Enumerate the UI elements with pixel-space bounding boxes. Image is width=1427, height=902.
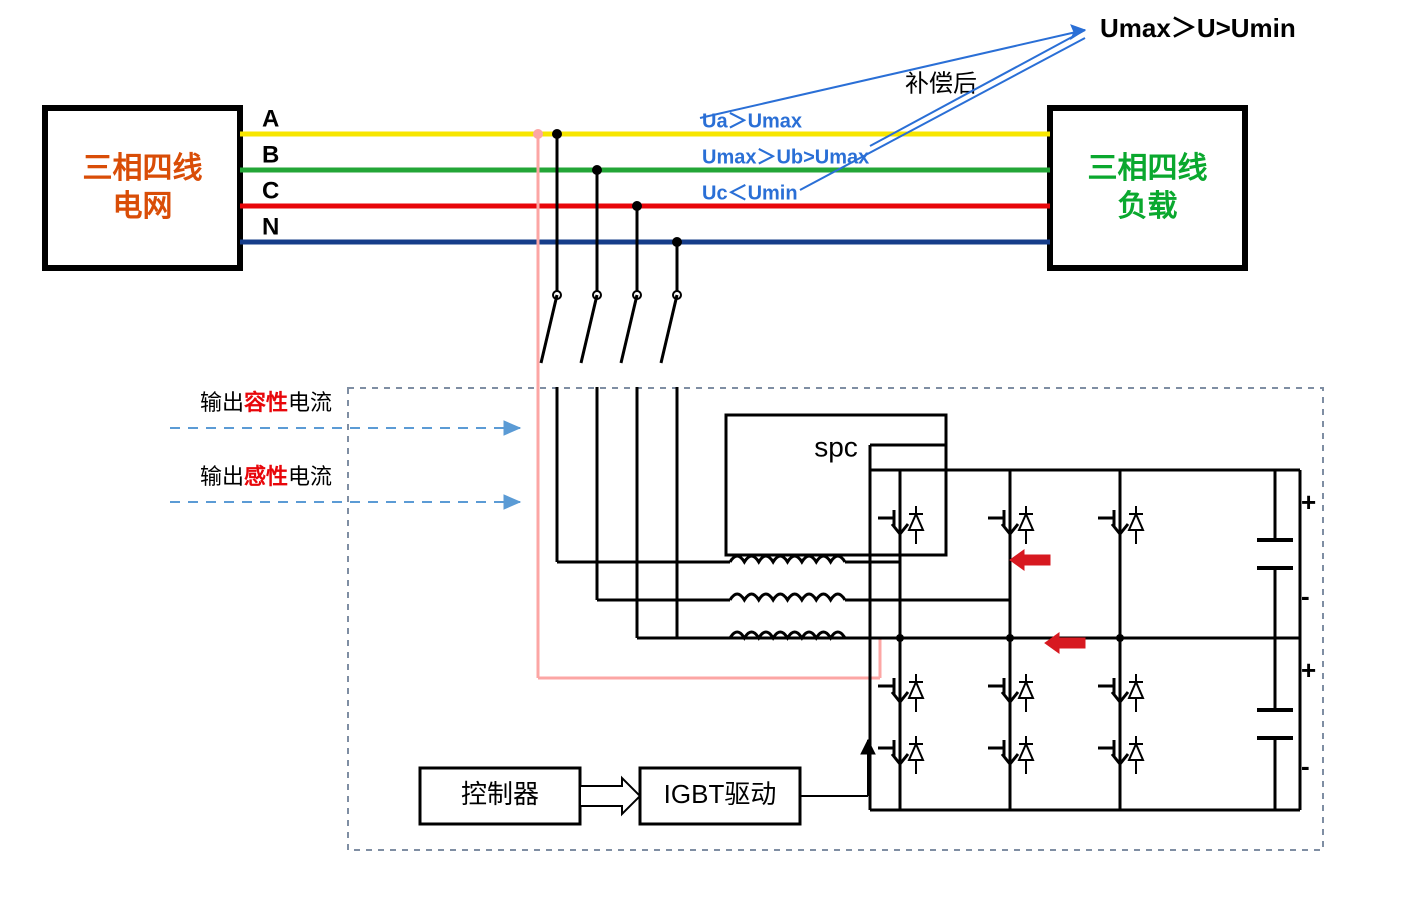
svg-text:电网: 电网 [113, 190, 173, 223]
grid-box [45, 108, 240, 268]
svg-text:三相四线: 三相四线 [1088, 152, 1208, 185]
svg-text:A: A [262, 105, 279, 132]
formula-label: Umax＞U>Umin [1100, 13, 1296, 43]
svg-text:负载: 负载 [1118, 190, 1178, 223]
svg-text:+: + [1301, 655, 1316, 685]
svg-text:N: N [262, 213, 279, 240]
annot-B: Umax＞Ub>Umax [702, 146, 869, 168]
svg-text:spc: spc [814, 431, 858, 462]
svg-text:+: + [1301, 487, 1316, 517]
cap-current-label: 输出容性电流 [200, 390, 332, 415]
svg-text:B: B [262, 141, 279, 168]
annot-C: Uc＜Umin [702, 182, 798, 204]
load-box [1050, 108, 1245, 268]
svg-text:-: - [1301, 751, 1310, 781]
svg-text:-: - [1301, 581, 1310, 611]
svg-text:C: C [262, 177, 279, 204]
ind-current-label: 输出感性电流 [200, 464, 332, 489]
svg-text:三相四线: 三相四线 [83, 152, 203, 185]
svg-text:控制器: 控制器 [461, 779, 539, 809]
svg-text:IGBT驱动: IGBT驱动 [664, 779, 777, 809]
